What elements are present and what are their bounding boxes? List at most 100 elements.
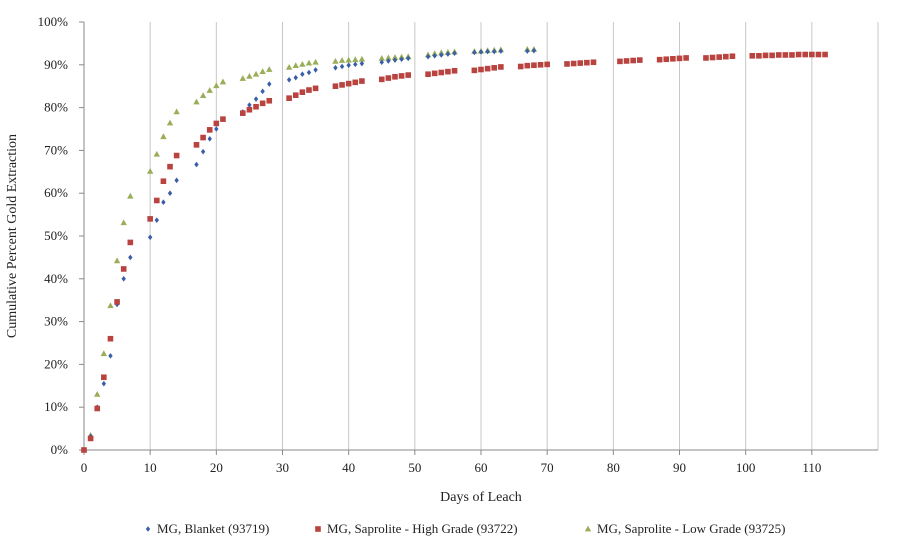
data-point (617, 58, 623, 65)
data-point (239, 75, 246, 81)
series-1 (81, 47, 537, 453)
data-point (87, 435, 94, 442)
data-point (623, 58, 630, 64)
data-point (398, 73, 405, 79)
y-tick-label: 30% (44, 314, 68, 329)
data-point (339, 82, 345, 88)
data-point (399, 56, 404, 63)
data-point (769, 52, 775, 59)
data-point (478, 66, 484, 73)
x-tick-label: 60 (475, 460, 488, 475)
data-point (146, 167, 154, 174)
data-point (286, 76, 292, 83)
data-point (214, 126, 219, 132)
x-tick-label: 90 (673, 460, 686, 475)
data-point (108, 353, 113, 359)
data-point (266, 97, 273, 104)
data-point (292, 62, 299, 69)
data-point (439, 52, 444, 58)
data-point (345, 80, 352, 87)
data-point (795, 51, 802, 58)
data-point (663, 56, 670, 63)
data-point (267, 81, 272, 87)
data-point (564, 61, 570, 67)
data-point (293, 74, 298, 81)
data-point (127, 239, 134, 246)
data-point (200, 148, 206, 155)
data-point (630, 57, 636, 64)
data-point (577, 60, 584, 66)
data-point (789, 52, 795, 58)
data-point (392, 57, 398, 63)
data-point (240, 110, 246, 116)
data-point (359, 60, 365, 67)
y-tick-label: 90% (44, 57, 68, 72)
data-point (207, 136, 212, 142)
data-point (379, 59, 384, 66)
data-point (491, 64, 498, 71)
data-point (531, 47, 537, 54)
y-tick-label: 100% (38, 14, 69, 29)
data-point (492, 48, 497, 55)
y-tick-label: 10% (44, 399, 68, 414)
data-point (121, 276, 126, 282)
data-point (94, 390, 101, 397)
data-point (405, 72, 412, 78)
data-point (128, 254, 133, 261)
data-point (537, 62, 544, 68)
data-point (300, 71, 305, 78)
data-point (206, 127, 213, 133)
y-tick-label: 20% (44, 356, 68, 371)
y-axis-title: Cumulative Percent Gold Extraction (5, 134, 20, 338)
data-point (590, 59, 597, 66)
data-point (147, 216, 153, 222)
y-tick-label: 40% (44, 271, 68, 286)
data-point (570, 60, 577, 67)
data-point (101, 374, 107, 381)
data-point (153, 150, 160, 157)
data-point (676, 55, 683, 62)
x-tick-label: 100 (736, 460, 756, 475)
x-tick-label: 50 (408, 460, 421, 475)
x-axis-title: Days of Leach (440, 490, 522, 505)
data-point (391, 54, 399, 60)
data-point (484, 65, 491, 72)
x-tick-label: 30 (276, 460, 289, 475)
data-point (478, 49, 484, 55)
data-point (346, 62, 351, 69)
data-point (782, 52, 789, 58)
data-point (386, 58, 391, 64)
data-point (352, 79, 359, 86)
data-point (286, 95, 292, 101)
data-point (385, 75, 392, 81)
data-point (173, 108, 180, 115)
data-point (452, 50, 457, 57)
x-tick-label: 110 (802, 460, 821, 475)
data-point (762, 52, 769, 59)
x-tick-label: 0 (81, 460, 88, 475)
data-point (253, 103, 259, 110)
data-point (219, 78, 227, 85)
data-point (292, 92, 299, 98)
y-tick-label: 70% (44, 142, 68, 157)
data-point (266, 66, 273, 72)
data-point (339, 63, 345, 70)
data-point (127, 192, 134, 199)
x-axis-ticks: 0 10 20 30 40 50 60 70 80 90 100 110 (81, 450, 821, 475)
data-point (432, 53, 437, 59)
data-point (260, 88, 265, 95)
data-point (451, 67, 458, 74)
data-point (809, 51, 815, 58)
data-point (312, 58, 319, 65)
y-tick-label: 80% (44, 100, 68, 115)
data-point (378, 76, 385, 83)
data-point (206, 87, 213, 93)
data-point (385, 54, 392, 61)
x-tick-label: 10 (144, 460, 157, 475)
data-point (252, 70, 260, 77)
data-point (154, 217, 159, 223)
y-tick-label: 0% (51, 442, 69, 457)
data-point (723, 53, 729, 60)
legend-label: MG, Saprolite - High Grade (93722) (327, 521, 518, 536)
